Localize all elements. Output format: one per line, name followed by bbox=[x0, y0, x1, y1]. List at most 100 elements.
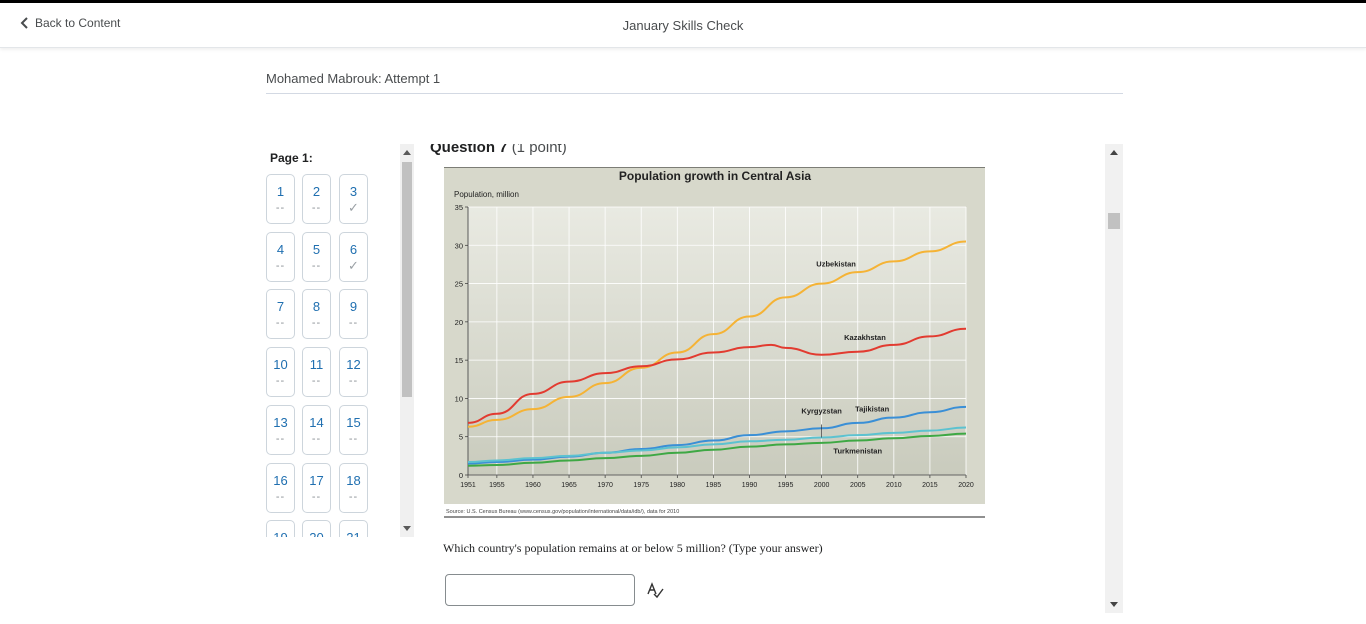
question-nav-status: -- bbox=[348, 317, 359, 330]
question-nav-box[interactable]: 8 -- bbox=[302, 289, 331, 340]
question-nav-number: 14 bbox=[309, 414, 324, 430]
back-label: Back to Content bbox=[35, 16, 121, 30]
y-tick-label: 15 bbox=[455, 356, 463, 365]
page-scrollbar[interactable] bbox=[1105, 144, 1123, 613]
page-scroll-up-icon[interactable] bbox=[1110, 150, 1118, 155]
y-tick-label: 10 bbox=[455, 394, 463, 403]
x-tick-label: 2005 bbox=[850, 482, 866, 489]
source-strip bbox=[444, 504, 985, 518]
x-tick-label: 1965 bbox=[561, 482, 577, 489]
question-nav-number: 4 bbox=[276, 241, 285, 257]
series-label: Kazakhstan bbox=[844, 333, 886, 342]
question-nav-box[interactable]: 7 -- bbox=[266, 289, 295, 340]
question-number: Question 7 bbox=[430, 144, 508, 156]
y-tick-label: 25 bbox=[455, 280, 463, 289]
question-nav-box[interactable]: 21-- bbox=[339, 520, 368, 537]
question-nav-status: -- bbox=[275, 259, 286, 272]
answered-check-icon: ✓ bbox=[348, 257, 359, 273]
question-nav-number: 17 bbox=[309, 472, 324, 488]
series-label: Kyrgyzstan bbox=[801, 407, 842, 416]
question-nav-box[interactable]: 18 -- bbox=[339, 462, 368, 513]
question-nav-status: -- bbox=[275, 317, 286, 330]
question-nav-status: -- bbox=[275, 490, 286, 503]
series-line-uzbekistan bbox=[467, 240, 967, 428]
header-bar: Back to Content January Skills Check bbox=[0, 3, 1366, 48]
page-scroll-down-icon[interactable] bbox=[1110, 602, 1118, 607]
question-nav-status: -- bbox=[275, 375, 286, 388]
question-nav-status: -- bbox=[275, 202, 286, 214]
x-tick-label: 1970 bbox=[597, 482, 613, 489]
chevron-left-icon bbox=[20, 17, 28, 29]
question-nav-box[interactable]: 17 -- bbox=[302, 462, 331, 513]
x-tick-label: 1975 bbox=[633, 482, 649, 489]
question-nav-box[interactable]: 11 -- bbox=[302, 347, 331, 398]
question-nav-number: 1 bbox=[276, 184, 285, 199]
page-scroll-thumb[interactable] bbox=[1108, 213, 1120, 229]
x-tick-label: 2010 bbox=[886, 482, 902, 489]
scroll-down-arrow-icon[interactable] bbox=[403, 526, 411, 531]
question-nav-status: -- bbox=[311, 202, 322, 214]
question-nav-number: 21 bbox=[340, 530, 367, 537]
question-nav-box[interactable]: 5 -- bbox=[302, 231, 331, 282]
spellcheck-icon[interactable] bbox=[646, 581, 664, 599]
page-title: January Skills Check bbox=[622, 18, 744, 33]
back-to-content-link[interactable]: Back to Content bbox=[20, 16, 120, 30]
question-navigator: Page 1: 1 -- 2 -- 3 ✓ 4 -- 5 -- 6 ✓ 7 -- 8 -- 9 -- 10 -- 11-… bbox=[262, 144, 416, 537]
question-nav-box[interactable]: 12 -- bbox=[339, 347, 368, 398]
question-nav-number: 5 bbox=[312, 241, 321, 257]
chart-source: Source: U.S. Census Bureau (www.census.g… bbox=[446, 509, 679, 515]
answer-input[interactable] bbox=[445, 574, 635, 606]
question-nav-box[interactable]: 3 ✓ bbox=[339, 174, 368, 224]
question-content: Question 7 (1 point) Population growth i… bbox=[428, 144, 1104, 614]
question-title: Question 7 (1 point) bbox=[430, 144, 567, 156]
x-tick-label: 1951 bbox=[460, 482, 476, 489]
question-nav-number: 9 bbox=[349, 299, 358, 315]
navigator-scrollbar[interactable] bbox=[400, 144, 414, 537]
scroll-thumb[interactable] bbox=[402, 162, 412, 397]
question-nav-box[interactable]: 13 -- bbox=[266, 404, 295, 455]
y-tick-label: 30 bbox=[455, 241, 463, 250]
question-nav-box[interactable]: 14 -- bbox=[302, 404, 331, 455]
question-nav-box[interactable]: 2 -- bbox=[302, 174, 331, 224]
x-tick-label: 2020 bbox=[958, 482, 974, 489]
x-tick-label: 1955 bbox=[489, 482, 505, 489]
series-line-kyrgyzstan bbox=[467, 426, 967, 463]
question-nav-number: 2 bbox=[312, 184, 321, 199]
question-nav-box[interactable]: 4 -- bbox=[266, 231, 295, 282]
question-nav-number: 15 bbox=[346, 414, 361, 430]
question-nav-status: -- bbox=[348, 490, 359, 503]
question-nav-box[interactable]: 16 -- bbox=[266, 462, 295, 513]
series-label: Uzbekistan bbox=[816, 260, 856, 269]
question-nav-box[interactable]: 1 -- bbox=[266, 174, 295, 224]
question-nav-status: -- bbox=[311, 317, 322, 330]
attempt-label: Mohamed Mabrouk: Attempt 1 bbox=[266, 71, 1123, 94]
x-tick-label: 1995 bbox=[778, 482, 794, 489]
question-nav-number: 6 bbox=[349, 241, 358, 257]
y-axis-label: Population, million bbox=[454, 190, 519, 199]
question-nav-box[interactable]: 6 ✓ bbox=[339, 231, 368, 282]
question-nav-box[interactable]: 9 -- bbox=[339, 289, 368, 340]
question-nav-number: 12 bbox=[346, 357, 361, 373]
question-nav-number: 19 bbox=[267, 530, 294, 537]
question-nav-number: 13 bbox=[273, 414, 288, 430]
question-nav-number: 3 bbox=[349, 184, 358, 199]
plot-area: 1951 1955 1960 1965 1970 1975 1980 1985 1990 1995… bbox=[455, 203, 974, 489]
question-nav-box[interactable]: 20-- bbox=[302, 520, 331, 537]
question-nav-box[interactable]: 19-- bbox=[266, 520, 295, 537]
y-tick-label: 5 bbox=[459, 433, 463, 442]
series-line-turkmenistan bbox=[467, 432, 967, 467]
series-line-kazakhstan bbox=[467, 327, 967, 424]
question-nav-box[interactable]: 10 -- bbox=[266, 347, 295, 398]
question-nav-status: -- bbox=[311, 432, 322, 445]
question-prompt: Which country's population remains at or… bbox=[443, 541, 823, 555]
series-label: Turkmenistan bbox=[833, 447, 882, 456]
x-tick-label: 1985 bbox=[706, 482, 722, 489]
answered-check-icon: ✓ bbox=[348, 200, 359, 215]
question-nav-number: 8 bbox=[312, 299, 321, 315]
question-nav-status: -- bbox=[311, 259, 322, 272]
y-tick-label: 0 bbox=[459, 471, 463, 480]
question-nav-status: -- bbox=[348, 375, 359, 388]
question-nav-number: 11 bbox=[309, 357, 324, 373]
question-nav-box[interactable]: 15 -- bbox=[339, 404, 368, 455]
scroll-up-arrow-icon[interactable] bbox=[403, 150, 411, 155]
